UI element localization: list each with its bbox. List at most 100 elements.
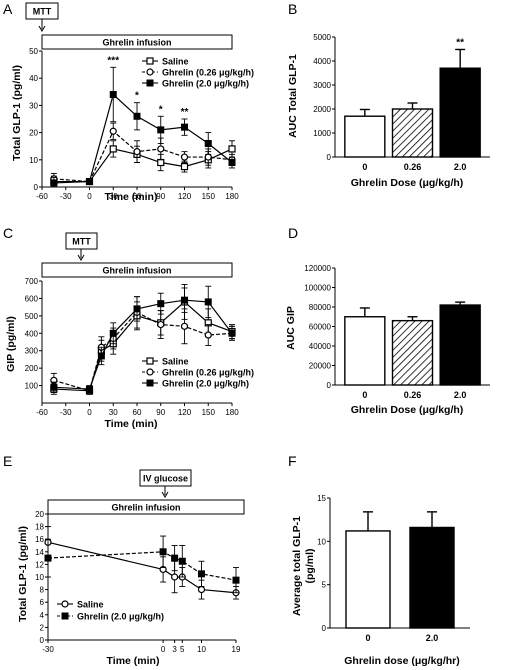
panel-e-infusion-label: Ghrelin infusion xyxy=(112,503,181,513)
panel-a-series-2-legend-label: Ghrelin (0.26 μg/kg/h) xyxy=(162,68,254,78)
panel-c-plot: -60 -30 0 30 60 90 120 150 180 100 200 300 400 500 600… xyxy=(25,277,254,417)
panel-c-series-2-point xyxy=(180,322,189,330)
panel-a-series-3-legend-marker xyxy=(146,79,154,87)
panel-b: B AUC Total GLP-1 Ghrelin Dose (μg/kg/h)… xyxy=(287,1,490,189)
panel-e-y-tick-label: 6 xyxy=(40,598,45,607)
panel-a-series-3-line xyxy=(53,93,233,184)
panel-d-y-tick-label: 20000 xyxy=(309,362,332,371)
panel-a-series-1-line xyxy=(53,148,233,183)
panel-c-series-3-point xyxy=(228,329,236,337)
panel-a-significance: * xyxy=(159,104,163,115)
panel-e-series-1-point xyxy=(171,573,179,581)
panel-e-series-2-point xyxy=(44,554,52,562)
panel-c-letter: C xyxy=(3,225,13,241)
panel-e-series-2-point xyxy=(178,557,186,565)
panel-f-letter: F xyxy=(288,453,297,469)
panel-c-x-tick-label: 60 xyxy=(133,408,142,417)
panel-f-xlabel: Ghrelin dose (μg/kg/hr) xyxy=(344,655,460,667)
panel-d-plot: 0 20000 40000 60000 80000 100000 120000 0 0.26 2.… xyxy=(304,264,490,400)
panel-a-x-tick-label: -30 xyxy=(60,192,72,201)
panel-e-series-2-legend-marker xyxy=(61,612,69,620)
panel-c-series-1-legend-label: Saline xyxy=(162,357,189,367)
panel-f: F Average total GLP-1 (pg/ml) Ghrelin do… xyxy=(288,453,470,667)
panel-a-y-tick-label: 50 xyxy=(29,47,38,56)
panel-a-y-tick-label: 40 xyxy=(29,74,38,83)
panel-d-category-label: 2.0 xyxy=(454,390,467,400)
panel-e-y-tick-label: 18 xyxy=(35,523,44,532)
panel-e-x-tick-label: 10 xyxy=(197,645,206,654)
panel-c-series-3-legend-marker xyxy=(146,379,154,387)
panel-a-series-3-point xyxy=(181,123,188,131)
panel-c-y-tick-label: 400 xyxy=(25,329,39,338)
panel-e-letter: E xyxy=(3,453,12,469)
panel-f-y-tick-label: 0 xyxy=(322,624,327,633)
panel-a-plot: -60 -30 0 30 60 90 120 150 18001020304050SalineG… xyxy=(29,47,254,201)
panel-e-x-tick-label: 0 xyxy=(161,645,166,654)
panel-c-series-3-point xyxy=(97,352,105,360)
panel-a-x-tick-label: 30 xyxy=(109,192,118,201)
panel-e-x-tick-label: 19 xyxy=(232,645,241,654)
panel-e-x-tick-label: 5 xyxy=(180,645,185,654)
panel-e-x-tick-label: 3 xyxy=(172,645,177,654)
panel-c-xlabel: Time (min) xyxy=(105,418,158,430)
panel-a-series-3-point xyxy=(228,159,236,167)
panel-a-series-3-legend-label: Ghrelin (2.0 μg/kg/h) xyxy=(162,79,249,89)
panel-c-series-3-point xyxy=(181,296,188,304)
panel-a-ylabel: Total GLP-1 (pg/ml) xyxy=(11,65,23,161)
panel-d-category-label: 0.26 xyxy=(404,390,422,400)
panel-e-xlabel: Time (min) xyxy=(107,655,160,667)
panel-a-significance: ** xyxy=(181,107,189,118)
panel-a-infusion-label: Ghrelin infusion xyxy=(103,38,172,48)
panel-f-category-label: 0 xyxy=(365,633,370,643)
panel-a-y-tick-label: 10 xyxy=(29,156,38,165)
panel-d-bar xyxy=(439,304,481,386)
panel-e-ivglucose-arrowhead xyxy=(161,491,169,498)
panel-a-mtt-arrowhead xyxy=(38,25,46,32)
panel-d-category-label: 0 xyxy=(362,390,367,400)
panel-d-letter: D xyxy=(288,225,298,241)
panel-a-series-3-point xyxy=(157,126,165,134)
panel-b-y-tick-label: 2000 xyxy=(313,105,331,114)
panel-f-bar xyxy=(409,526,455,629)
panel-c-y-tick-label: 600 xyxy=(25,294,39,303)
panel-b-category-label: 2.0 xyxy=(454,162,467,172)
panel-c-x-tick-label: 180 xyxy=(225,408,239,417)
panel-e-y-tick-label: 12 xyxy=(35,560,44,569)
panel-c-x-tick-label: 90 xyxy=(156,408,165,417)
panel-b-y-tick-label: 4000 xyxy=(313,57,331,66)
panel-e-x-tick-label: -30 xyxy=(42,645,54,654)
panel-b-category-label: 0.26 xyxy=(404,162,422,172)
panel-c-series-3-point xyxy=(157,300,165,308)
panel-b-significance: ** xyxy=(456,37,464,48)
panel-a-series-2-point xyxy=(109,127,117,135)
panel-c-y-tick-label: 300 xyxy=(25,347,39,356)
panel-c: C MTT Ghrelin infusion GIP (pg/ml) Time … xyxy=(3,225,254,430)
panel-a-x-tick-label: 180 xyxy=(225,192,239,201)
panel-e-series-2-line xyxy=(47,551,237,581)
panel-d-y-tick-label: 40000 xyxy=(309,342,332,351)
panel-e-y-tick-label: 14 xyxy=(35,548,44,557)
panel-c-x-tick-label: -60 xyxy=(36,408,48,417)
panel-e-series-1-legend-label: Saline xyxy=(77,600,104,610)
panel-f-ylabel-line2: (pg/ml) xyxy=(304,549,316,584)
panel-c-mtt-arrowhead xyxy=(77,254,85,261)
panel-a-infusion-box xyxy=(41,34,233,50)
panel-e-series-2-point xyxy=(197,570,205,578)
panel-e: E IV glucose Ghrelin infusion Total GLP-… xyxy=(3,453,245,667)
panel-d-bar xyxy=(344,316,386,386)
panel-e-y-tick-label: 0 xyxy=(40,636,45,645)
panel-a-series-1-point xyxy=(180,163,189,171)
panel-a-letter: A xyxy=(3,1,13,17)
panel-c-series-2-legend-label: Ghrelin (0.26 μg/kg/h) xyxy=(162,368,254,378)
panel-e-infusion-box xyxy=(47,499,245,515)
panel-d-ylabel: AUC GIP xyxy=(285,306,297,350)
panel-b-y-tick-label: 1000 xyxy=(313,129,331,138)
panel-a-significance: *** xyxy=(107,55,119,66)
panel-a-series-3-point xyxy=(133,112,141,120)
panel-f-bar xyxy=(345,530,391,629)
panel-b-plot: 0 1000 2000 3000 4000 5000 0 0.26 2.0 ** xyxy=(313,33,490,172)
panel-c-series-3-point xyxy=(133,305,141,313)
panel-d-y-tick-label: 100000 xyxy=(304,284,331,293)
panel-a-series-2-point xyxy=(180,153,189,161)
panel-a-y-tick-label: 30 xyxy=(29,101,38,110)
